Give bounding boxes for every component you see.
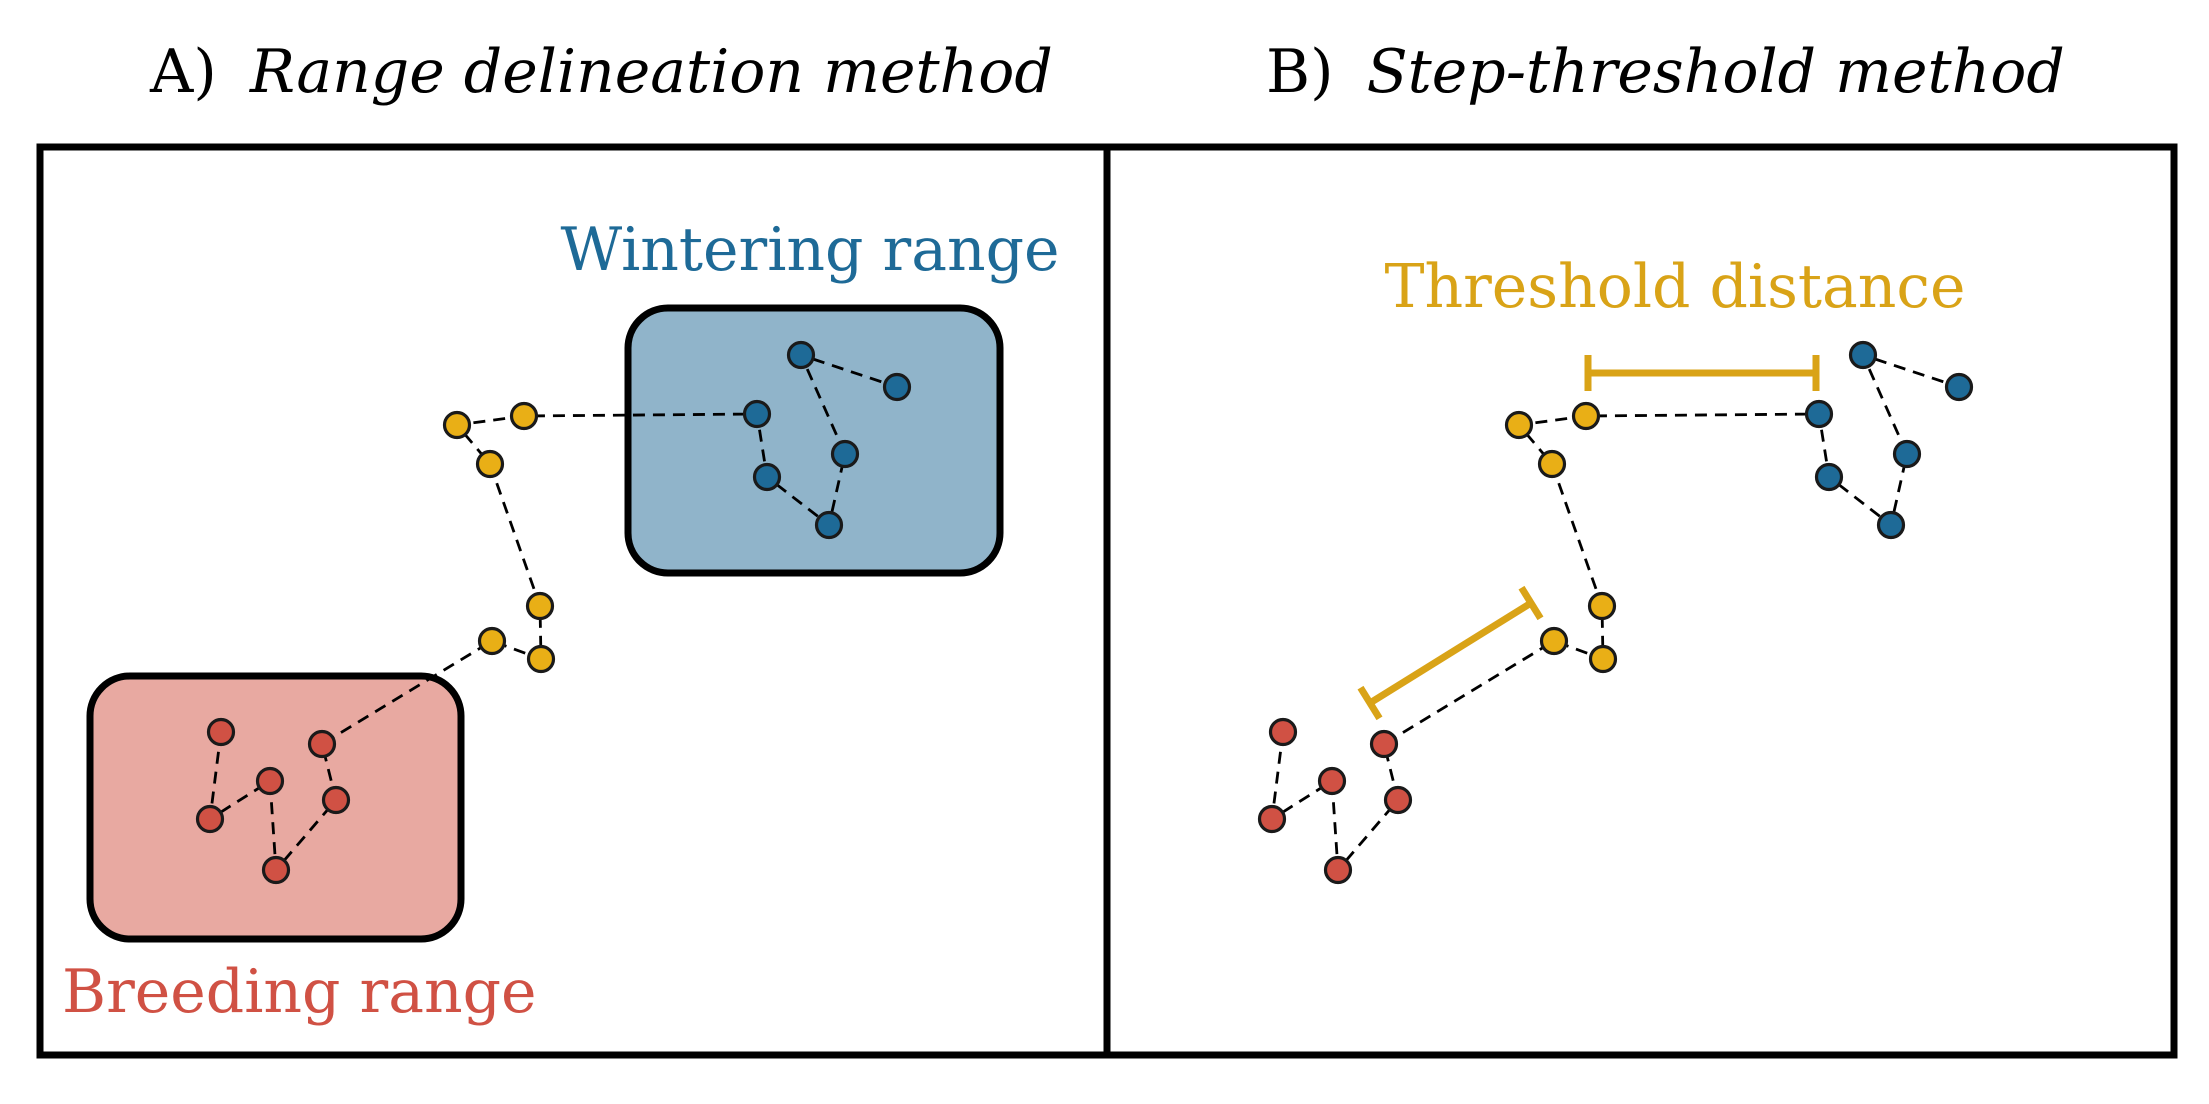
panel-a-stopover-fix [526, 644, 556, 674]
panel-b-breeding-fix [1268, 717, 1298, 747]
breeding-range-label: Breeding range [62, 957, 537, 1027]
panel-a-title-text: Range delineation method [249, 37, 1053, 107]
panel-a-wintering-fix [786, 340, 816, 370]
panel-a-breeding-fix [255, 766, 285, 796]
panel-a-stopover-fix [525, 591, 555, 621]
threshold-bracket-horizontal [1584, 355, 1820, 391]
panel-a-breeding-fix [321, 785, 351, 815]
panel-b-breeding-fix [1317, 766, 1347, 796]
panel-a-letter: A) [149, 37, 217, 107]
panel-a-stopover-fix [477, 626, 507, 656]
panel-b-title: B) Step-threshold method [1266, 37, 2065, 107]
panel-b-title-text: Step-threshold method [1367, 37, 2065, 107]
panel-b-wintering-fix [1804, 399, 1834, 429]
panel-a-wintering-fix [814, 510, 844, 540]
panel-b-stopover-fix [1537, 449, 1567, 479]
panel-b-stopover-fix [1587, 591, 1617, 621]
bracket-bar [1368, 600, 1533, 706]
bracket-end-cap [1518, 585, 1544, 621]
panel-a-stopover-fix [475, 449, 505, 479]
wintering-range-box [624, 304, 1004, 577]
panel-b-frame [1103, 143, 2178, 1059]
panel-b-wintering-fix [1814, 462, 1844, 492]
panel-a-wintering-fix [830, 439, 860, 469]
panel-b-wintering-fix [1944, 372, 1974, 402]
panel-a-wintering-fix [882, 372, 912, 402]
panel-b-breeding-fix [1383, 785, 1413, 815]
panel-b-stopover-fix [1504, 410, 1534, 440]
panel-a-track [195, 340, 912, 885]
threshold-bracket-diagonal [1357, 585, 1544, 721]
panel-a-title: A) Range delineation method [149, 37, 1053, 107]
panel-b-track-line [1270, 352, 1960, 874]
panel-a-wintering-fix [752, 462, 782, 492]
threshold-distance-label: Threshold distance [1384, 252, 1965, 322]
panel-a-breeding-fix [206, 717, 236, 747]
panel-b-wintering-fix [1848, 340, 1878, 370]
panel-b-breeding-fix [1257, 804, 1287, 834]
panel-b-stopover-fix [1539, 626, 1569, 656]
panel-b-stopover-fix [1571, 401, 1601, 431]
panel-b-letter: B) [1266, 37, 1334, 107]
breeding-range-box [86, 672, 465, 943]
panel-b-track [1257, 340, 1974, 885]
wintering-range-label: Wintering range [560, 215, 1059, 285]
panel-a-wintering-fix [742, 399, 772, 429]
panel-a-breeding-fix [261, 855, 291, 885]
bracket-end-cap [1357, 685, 1383, 721]
panel-a-stopover-fix [442, 410, 472, 440]
panel-b-breeding-fix [1369, 729, 1399, 759]
panel-a-breeding-fix [307, 729, 337, 759]
panel-b-wintering-fix [1892, 439, 1922, 469]
panel-b-breeding-fix [1323, 855, 1353, 885]
panel-a-breeding-fix [195, 804, 225, 834]
panel-b-stopover-fix [1588, 644, 1618, 674]
panel-b-wintering-fix [1876, 510, 1906, 540]
panel-a-stopover-fix [509, 401, 539, 431]
